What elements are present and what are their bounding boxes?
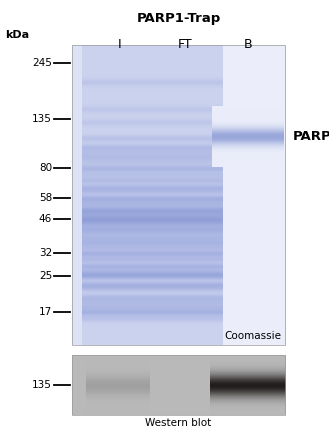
Text: 25: 25 <box>39 271 52 281</box>
Text: 135: 135 <box>32 114 52 124</box>
Text: Coomassie: Coomassie <box>224 331 281 341</box>
Text: kDa: kDa <box>5 30 29 40</box>
Text: 245: 245 <box>32 58 52 68</box>
Text: B: B <box>244 38 252 51</box>
Text: 17: 17 <box>39 307 52 317</box>
Text: FT: FT <box>178 38 192 51</box>
Text: PARP1: PARP1 <box>293 129 329 142</box>
Text: I: I <box>118 38 122 51</box>
Text: 46: 46 <box>39 214 52 224</box>
Text: 135: 135 <box>32 380 52 390</box>
Text: PARP1-Trap: PARP1-Trap <box>137 12 221 25</box>
Bar <box>72 355 285 415</box>
Text: 32: 32 <box>39 248 52 258</box>
Bar <box>72 45 285 345</box>
Text: 80: 80 <box>39 163 52 173</box>
Text: Western blot: Western blot <box>145 418 212 428</box>
Text: 58: 58 <box>39 193 52 203</box>
